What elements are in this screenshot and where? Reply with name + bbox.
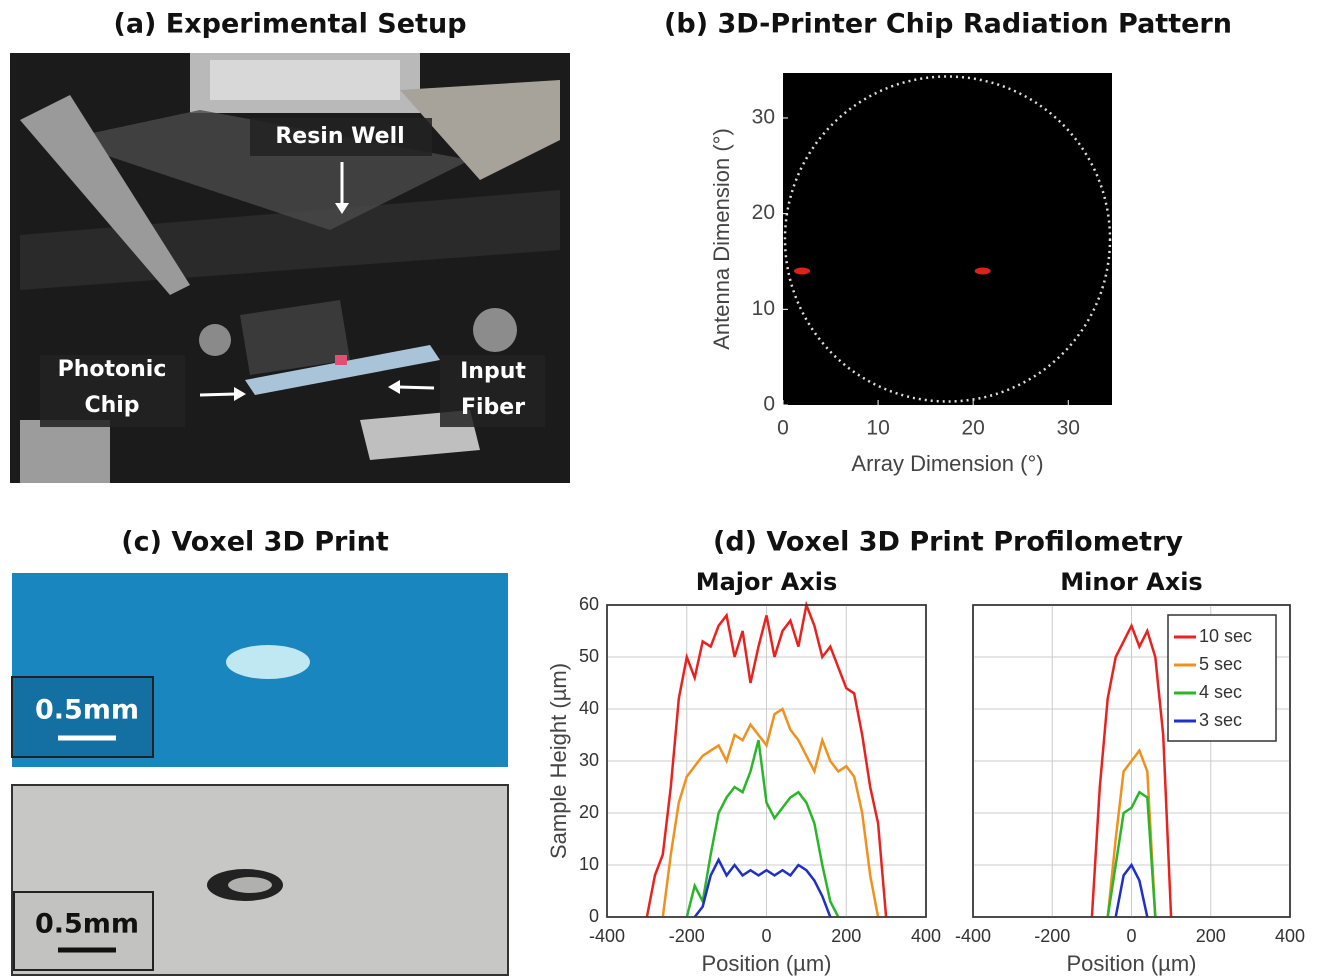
scale-label: 0.5mm <box>35 695 139 726</box>
y-tick-label: 30 <box>752 106 775 129</box>
y-tick-label: 10 <box>579 854 599 874</box>
photo-label: Input <box>460 359 526 384</box>
x-axis-label: Position (µm) <box>701 951 831 976</box>
photo-label: Fiber <box>461 395 525 420</box>
y-tick-label: 40 <box>579 698 599 718</box>
photo-label: Photonic <box>58 357 167 382</box>
x-tick-label: 30 <box>1057 417 1080 440</box>
photo-label: Resin Well <box>275 124 404 149</box>
legend-label: 3 sec <box>1199 710 1242 730</box>
y-tick-label: 0 <box>763 393 775 416</box>
radiation-spot <box>794 268 810 275</box>
x-axis-label: Array Dimension (°) <box>851 451 1043 476</box>
y-axis-label: Sample Height (µm) <box>546 663 571 859</box>
x-tick-label: 400 <box>1275 926 1305 946</box>
photo-label: Chip <box>84 393 139 418</box>
chart-title: (b) 3D-Printer Chip Radiation Pattern <box>664 9 1232 40</box>
x-tick-label: 200 <box>831 926 861 946</box>
x-tick-label: 0 <box>761 926 771 946</box>
x-tick-label: -400 <box>589 926 625 946</box>
y-tick-label: 0 <box>589 906 599 926</box>
y-tick-label: 20 <box>752 201 775 224</box>
x-tick-label: -200 <box>1034 926 1070 946</box>
x-tick-label: 0 <box>1126 926 1136 946</box>
photo-voxel-top <box>12 573 508 767</box>
x-axis-label: Position (µm) <box>1066 951 1196 976</box>
legend-label: 10 sec <box>1199 626 1252 646</box>
chart-title: Minor Axis <box>1060 568 1202 596</box>
x-tick-label: 200 <box>1196 926 1226 946</box>
y-tick-label: 10 <box>752 297 775 320</box>
scale-label: 0.5mm <box>35 909 139 940</box>
plot-background <box>783 73 1112 405</box>
panel-title: (d) Voxel 3D Print Profilometry <box>713 527 1183 558</box>
legend-label: 5 sec <box>1199 654 1242 674</box>
x-tick-label: 20 <box>961 417 984 440</box>
figure: (a) Experimental Setup (c) Voxel 3D Prin… <box>0 0 1318 980</box>
x-tick-label: -400 <box>955 926 991 946</box>
x-tick-label: 0 <box>777 417 789 440</box>
legend-label: 4 sec <box>1199 682 1242 702</box>
radiation-spot <box>975 268 991 275</box>
photo-voxel-bottom <box>12 785 508 975</box>
chart-title: Major Axis <box>696 568 838 596</box>
panel-title: (c) Voxel 3D Print <box>121 527 389 558</box>
x-tick-label: 10 <box>866 417 889 440</box>
y-tick-label: 30 <box>579 750 599 770</box>
x-tick-label: -200 <box>669 926 705 946</box>
panel-title: (a) Experimental Setup <box>113 9 466 40</box>
y-axis-label: Antenna Dimension (°) <box>709 128 734 350</box>
y-tick-label: 20 <box>579 802 599 822</box>
y-tick-label: 50 <box>579 646 599 666</box>
y-tick-label: 60 <box>579 594 599 614</box>
x-tick-label: 400 <box>911 926 941 946</box>
